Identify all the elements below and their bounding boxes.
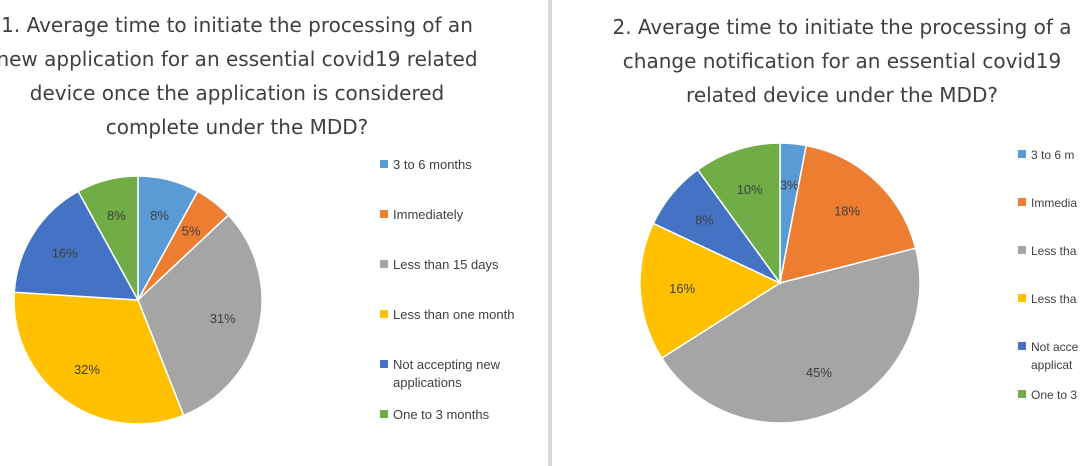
legend-swatch [1018,198,1026,206]
legend-label-line: Less than one month [393,307,515,322]
pie-slice-not-accepting-new-applications [13,190,140,301]
pie-chart: 3% 18% 45% 16% 8% 10% [639,142,921,424]
pie-slice-less-than-15-days [660,247,921,424]
legend-item-one-to-3-months: One to 3 [1018,386,1077,404]
legend-swatch [1018,150,1026,158]
legend-label-line: Less tha [1031,292,1077,306]
pie-slice-less-than-one-month [13,291,185,425]
legend-swatch [380,160,388,168]
chart-title: 1. Average time to initiate the processi… [0,8,502,144]
legend-label: 3 to 6 m [1031,146,1074,164]
legend-label-line: Less than 15 days [393,257,499,272]
legend-swatch [1018,294,1026,302]
data-label-3-to-6-months: 3% [780,177,799,192]
legend-label-line: applicat [1031,358,1073,372]
chart-panel-1: 1. Average time to initiate the processi… [0,0,548,466]
legend-item-3-to-6-months: 3 to 6 m [1018,146,1074,164]
legend-swatch [1018,342,1026,350]
pie-slice-less-than-15-days [137,214,263,417]
legend-label-line: One to 3 months [393,407,490,422]
data-label-not-accepting-new-applications: 16% [52,245,78,260]
legend-label-line: Not accepting new [393,357,500,372]
legend-item-not-accepting-new-applications: Not acce applicat [1018,338,1078,374]
legend-label: Less than 15 days [393,256,499,274]
legend-item-less-than-15-days: Less tha [1018,242,1076,260]
data-label-less-than-one-month: 16% [669,281,695,296]
legend-swatch [380,410,388,418]
data-label-immediately: 18% [834,204,860,219]
legend-label-line: 3 to 6 m [1031,148,1075,162]
data-label-one-to-3-months: 10% [737,182,763,197]
data-label-3-to-6-months: 8% [150,208,169,223]
legend-item-less-than-one-month: Less tha [1018,290,1076,308]
chart-title-line: related device under the MDD? [686,83,998,107]
legend-label: One to 3 [1031,386,1077,404]
legend-label: Immedia [1031,194,1077,212]
legend-label-line: Not acce [1031,340,1079,354]
legend-item-not-accepting-new-applications: Not accepting new applications [380,356,500,392]
pie-chart: 8% 5% 31% 32% 16% 8% [13,175,263,425]
chart-title-line: complete under the MDD? [105,115,369,139]
legend-label: Less than one month [393,306,514,324]
legend-label: Less tha [1031,242,1076,260]
chart-title-line: device once the application is considere… [29,81,445,105]
legend-item-immediately: Immediately [380,206,463,224]
legend-item-3-to-6-months: 3 to 6 months [380,156,472,174]
pie-slice-one-to-3-months [696,142,781,286]
legend-swatch [380,260,388,268]
chart-title-line: 2. Average time to initiate the processi… [612,15,1072,39]
chart-title-line: new application for an essential covid19… [0,47,478,71]
data-label-immediately: 5% [182,223,201,238]
legend-label: Immediately [393,206,463,224]
chart-panel-2: 2. Average time to initiate the processi… [552,0,1080,466]
legend-swatch [1018,390,1026,398]
data-label-not-accepting-new-applications: 8% [695,213,714,228]
pie-slice-one-to-3-months [77,175,139,301]
legend-label-line: Immedia [1031,196,1078,210]
data-label-less-than-15-days: 31% [210,311,236,326]
legend-label: Not acce applicat [1031,338,1078,374]
data-label-one-to-3-months: 8% [107,208,126,223]
data-label-less-than-15-days: 45% [806,365,832,380]
legend-item-immediately: Immedia [1018,194,1077,212]
legend-label-line: 3 to 6 months [393,157,472,172]
legend-item-less-than-one-month: Less than one month [380,306,514,324]
legend-label-line: Immediately [393,207,464,222]
legend-label: Not accepting new applications [393,356,500,392]
legend-item-one-to-3-months: One to 3 months [380,406,489,424]
legend-label-line: One to 3 [1031,388,1078,402]
chart-title-line: 1. Average time to initiate the processi… [1,13,473,37]
legend-swatch [1018,246,1026,254]
legend-label-line: Less tha [1031,244,1077,258]
legend-swatch [380,360,388,368]
chart-title: 2. Average time to initiate the processi… [582,10,1080,112]
chart-title-line: change notification for an essential cov… [622,49,1062,73]
legend-label: One to 3 months [393,406,489,424]
pie-slice-immediately [779,144,917,285]
legend-label: Less tha [1031,290,1076,308]
legend-label-line: applications [393,375,462,390]
legend-item-less-than-15-days: Less than 15 days [380,256,499,274]
legend-swatch [380,310,388,318]
data-label-less-than-one-month: 32% [74,362,100,377]
pie-slice-less-than-one-month [639,222,782,360]
legend-swatch [380,210,388,218]
legend-label: 3 to 6 months [393,156,472,174]
